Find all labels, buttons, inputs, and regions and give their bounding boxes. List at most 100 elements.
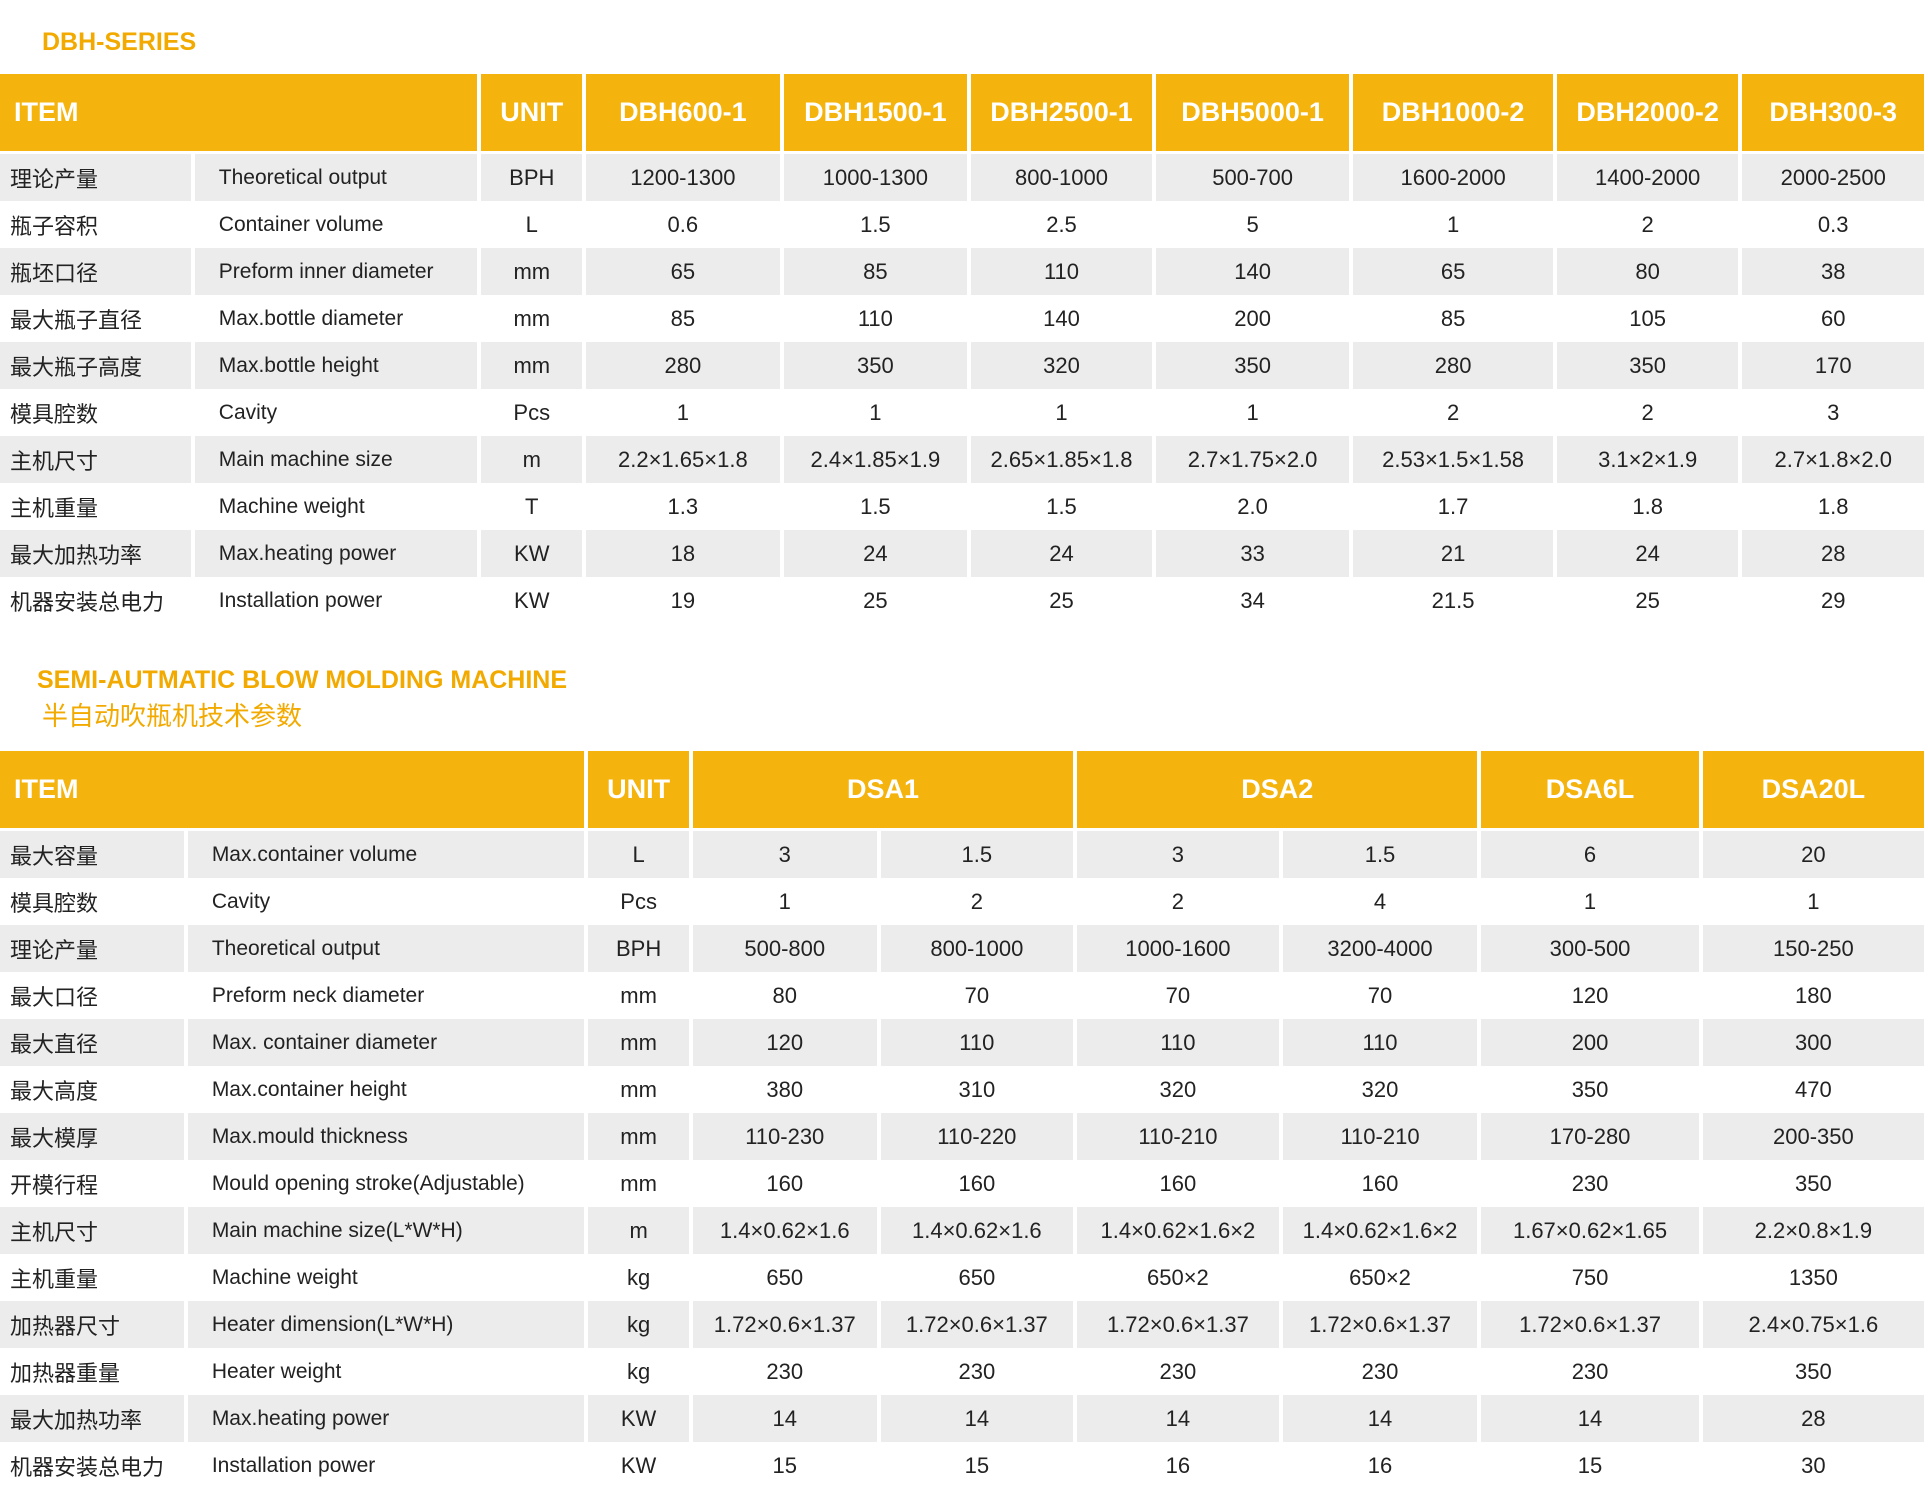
table-cell: 230 — [1361, 1358, 1399, 1384]
table-cell: 开模行程 — [10, 1172, 99, 1198]
table-cell: 29 — [1820, 587, 1846, 613]
table-cell: Machine weight — [218, 494, 365, 518]
table-cell: 最大高度 — [10, 1078, 99, 1104]
table-cell: 1200-1300 — [586, 154, 780, 201]
table-cell: 1.8 — [1632, 493, 1663, 519]
table-cell: 24 — [1556, 530, 1739, 577]
table-cell: 200-350 — [1702, 1113, 1924, 1160]
table-cell: BPH — [481, 154, 583, 201]
table-cell: Max. container diameter — [187, 1019, 585, 1066]
table-cell: Max.bottle diameter — [218, 306, 404, 330]
table-cell: mm — [588, 1113, 689, 1160]
table-cell: 230 — [766, 1358, 804, 1384]
table-cell: 150-250 — [1702, 925, 1924, 972]
table-cell: 470 — [1795, 1076, 1832, 1102]
table-cell: 230 — [1159, 1358, 1197, 1384]
table-cell: 2000-2500 — [1742, 154, 1924, 201]
table-cell: Machine weight — [211, 1265, 358, 1289]
table-cell: 14 — [1077, 1395, 1279, 1442]
table-cell: Pcs — [513, 399, 551, 425]
table-cell: Preform neck diameter — [211, 983, 425, 1007]
table-cell: 110-210 — [1077, 1113, 1279, 1160]
table-cell: 1.67×0.62×1.65 — [1481, 1207, 1699, 1254]
table-cell: mm — [620, 982, 657, 1008]
table-cell: 2.7×1.8×2.0 — [1742, 436, 1924, 483]
table-cell: kg — [588, 1301, 689, 1348]
table-cell: 3200-4000 — [1282, 925, 1478, 972]
table-cell: 110-210 — [1282, 1113, 1478, 1160]
table-cell: 1 — [1583, 888, 1597, 914]
table-cell: 14 — [1282, 1395, 1478, 1442]
table-cell: 模具腔数 — [10, 890, 99, 916]
table-cell: Pcs — [620, 888, 657, 914]
table-cell: 1.72×0.6×1.37 — [692, 1301, 877, 1348]
table-row: 开模行程 Mould opening stroke(Adjustable) mm 16… — [0, 1160, 1924, 1207]
table-cell: mm — [588, 1019, 689, 1066]
table-cell: 最大模厚 — [0, 1113, 184, 1160]
table-cell: 2.5 — [1046, 211, 1077, 237]
table-cell: 310 — [958, 1076, 996, 1102]
table-cell: 0.6 — [667, 211, 699, 237]
table-cell: L — [588, 831, 689, 878]
table-cell: 加热器尺寸 — [0, 1301, 184, 1348]
table-cell: m — [481, 436, 583, 483]
header-cell: DSA1 — [692, 751, 1074, 831]
table-cell: 瓶子容积 — [10, 213, 99, 239]
table-cell: 14 — [880, 1395, 1074, 1442]
table-cell: 最大加热功率 — [0, 530, 191, 577]
table-cell: 1.3 — [667, 493, 699, 519]
section-title: SEMI-AUTMATIC BLOW MOLDING MACHINE — [37, 666, 568, 694]
table-cell: 230 — [1571, 1358, 1609, 1384]
table-cell: 2.7×1.75×2.0 — [1155, 436, 1350, 483]
table-row: 最大加热功率 Max.heating power KW 18 24 24 33 21 24 28 — [0, 530, 1924, 577]
table-cell: 300-500 — [1481, 925, 1699, 972]
table-cell: 21 — [1353, 530, 1553, 577]
table-cell: 机器安装总电力 — [10, 589, 165, 615]
table-cell: Container volume — [218, 212, 384, 236]
table-cell: 30 — [1801, 1452, 1826, 1478]
table-cell: 320 — [1159, 1076, 1197, 1102]
table-cell: Heater weight — [211, 1359, 342, 1383]
table-row: 主机重量 Machine weight kg 650 650 650×2 650×2 750 1… — [0, 1254, 1924, 1301]
table-cell: 160 — [766, 1170, 804, 1196]
header-cell: UNIT — [481, 74, 583, 154]
table-cell: 2 — [1641, 399, 1654, 425]
table-cell: 最大容量 — [0, 831, 184, 878]
table-row: 最大容量 Max.container volume L 3 1.5 3 1.5 6 20 — [0, 831, 1924, 878]
table-cell: 5 — [1246, 211, 1259, 237]
table-row: 理论产量 Theoretical output BPH 500-800 800-1000… — [0, 925, 1924, 972]
table-cell: Cavity — [218, 400, 278, 424]
table-cell: 280 — [1353, 342, 1553, 389]
table-row: 模具腔数 Cavity Pcs 1 1 1 1 2 2 3 — [0, 389, 1924, 436]
table-cell: 15 — [964, 1452, 990, 1478]
table-cell: Theoretical output — [194, 154, 478, 201]
table-cell: 机器安装总电力 — [10, 1454, 165, 1480]
table-cell: 3 — [1827, 399, 1840, 425]
table-cell: 65 — [586, 248, 780, 295]
table-row: 最大高度 Max.container height mm 380 310 320 320 35… — [0, 1066, 1924, 1113]
table-cell: 160 — [1159, 1170, 1197, 1196]
table-cell: Max.heating power — [194, 530, 478, 577]
table-cell: 320 — [971, 342, 1152, 389]
spec-table: ITEM UNIT DBH600-1 DBH1500-1 DBH2500-1 DBH500… — [0, 74, 1928, 624]
table-cell: 350 — [1556, 342, 1739, 389]
header-cell: ITEM — [0, 751, 585, 831]
table-cell: 1.72×0.6×1.37 — [1077, 1301, 1279, 1348]
table-cell: 1 — [676, 399, 689, 425]
table-cell: Preform inner diameter — [194, 248, 478, 295]
table-cell: 2.4×0.75×1.6 — [1702, 1301, 1924, 1348]
table-cell: 14 — [1481, 1395, 1699, 1442]
table-cell: 最大口径 — [10, 984, 99, 1010]
table-cell: Main machine size(L*W*H) — [187, 1207, 585, 1254]
table-cell: 140 — [1155, 248, 1350, 295]
table-cell: 350 — [1795, 1170, 1832, 1196]
table-cell: 16 — [1367, 1452, 1393, 1478]
header-cell: DSA20L — [1702, 751, 1924, 831]
table-cell: 1.72×0.6×1.37 — [1481, 1301, 1699, 1348]
table-cell: 21.5 — [1431, 587, 1475, 613]
table-cell: 25 — [1049, 587, 1074, 613]
table-row: 瓶坯口径 Preform inner diameter mm 65 85 110 140 65… — [0, 248, 1924, 295]
header-cell: DBH1000-2 — [1353, 74, 1553, 154]
table-cell: 1.5 — [860, 493, 891, 519]
table-cell: 160 — [1361, 1170, 1399, 1196]
